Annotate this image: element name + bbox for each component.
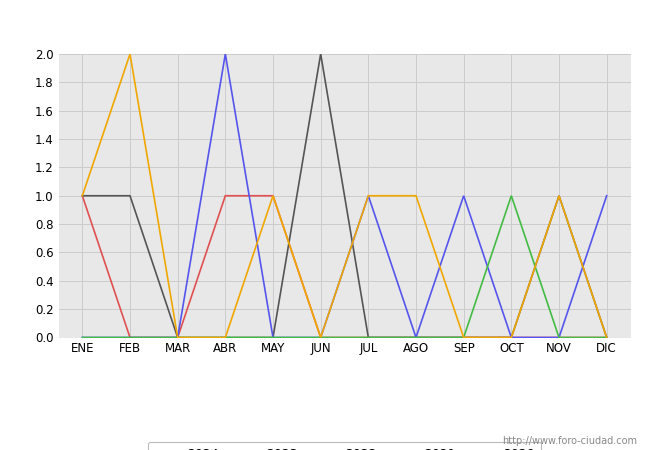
Text: Matriculaciones de Vehiculos en Gósol: Matriculaciones de Vehiculos en Gósol — [166, 14, 484, 32]
Legend: 2024, 2023, 2022, 2021, 2020: 2024, 2023, 2022, 2021, 2020 — [148, 442, 541, 450]
Text: http://www.foro-ciudad.com: http://www.foro-ciudad.com — [502, 436, 637, 446]
